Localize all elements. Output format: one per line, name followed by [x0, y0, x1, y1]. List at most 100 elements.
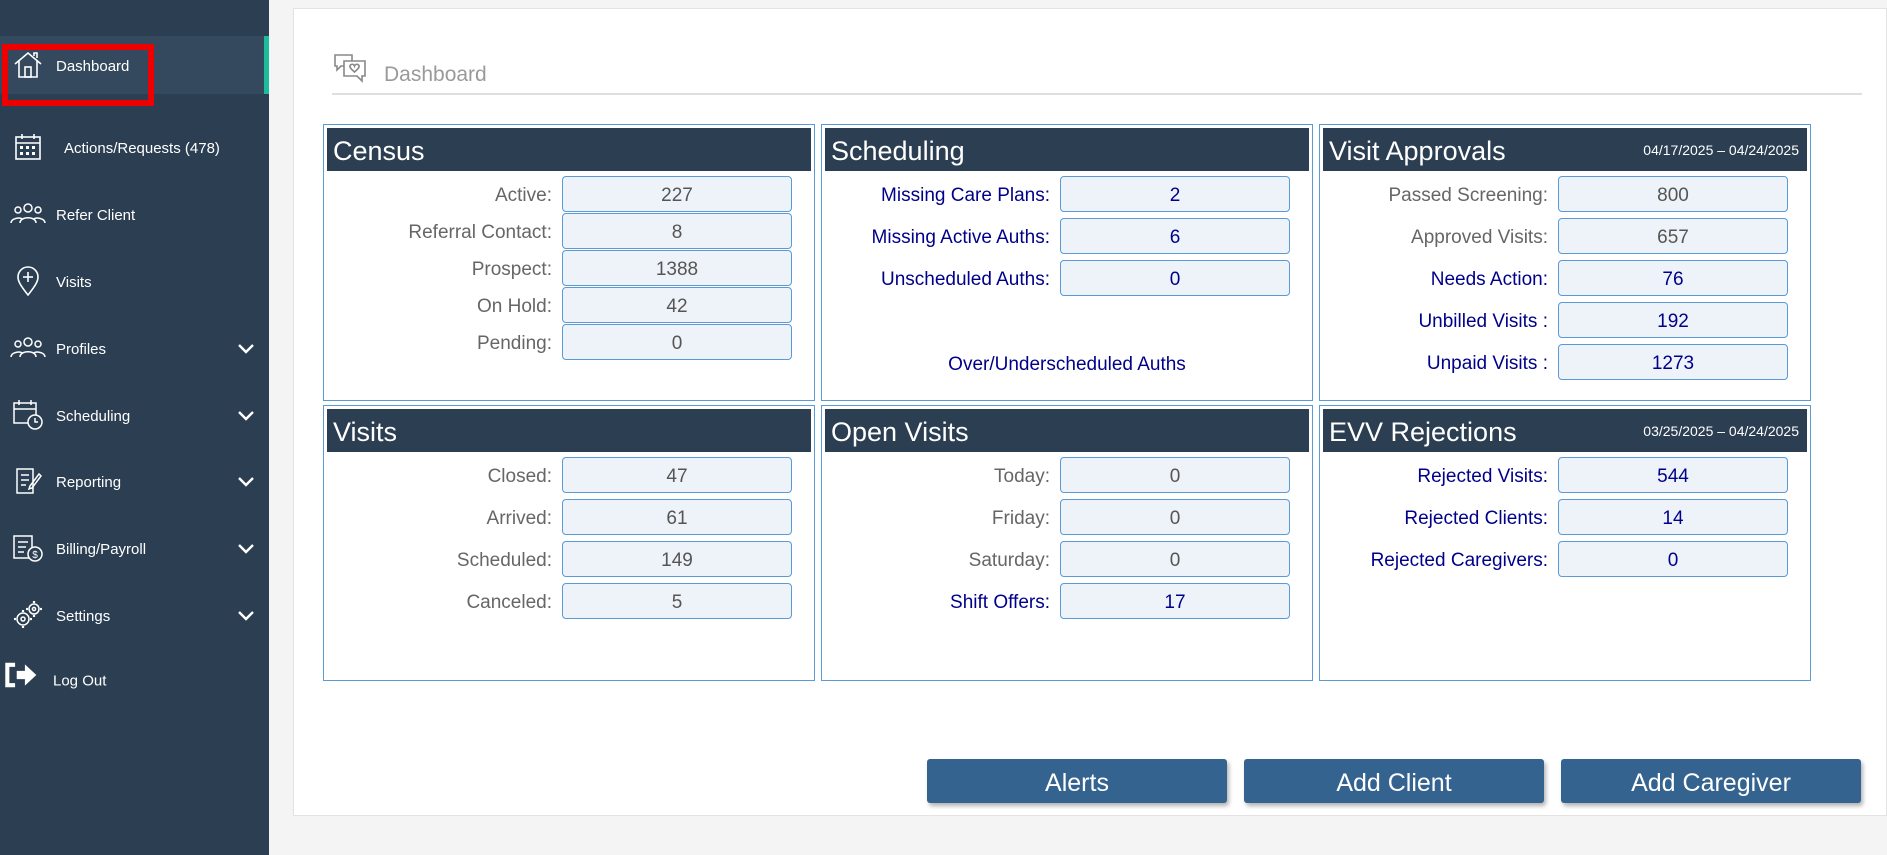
- row-value[interactable]: 14: [1558, 499, 1788, 535]
- row-value[interactable]: 192: [1558, 302, 1788, 338]
- card-title: Census: [333, 136, 425, 166]
- alerts-button[interactable]: Alerts: [927, 759, 1227, 803]
- row-label[interactable]: Missing Active Auths:: [871, 227, 1050, 248]
- row-label: Pending:: [476, 333, 552, 354]
- sidebar-item-label: Settings: [56, 608, 111, 626]
- sidebar-item-visits[interactable]: Visits: [0, 252, 269, 310]
- sidebar-item-log-out[interactable]: Log Out: [0, 646, 269, 704]
- visits-row-arrived: Arrived: 61: [324, 499, 814, 535]
- row-value[interactable]: 544: [1558, 457, 1788, 493]
- row-label: Active:: [494, 185, 552, 206]
- row-label[interactable]: Needs Action:: [1430, 269, 1548, 290]
- sidebar-item-reporting[interactable]: Reporting: [0, 452, 269, 510]
- visits-row-closed: Closed: 47: [324, 457, 814, 493]
- open-visits-row-shift-offers[interactable]: Shift Offers: 17: [822, 583, 1312, 619]
- add-caregiver-button[interactable]: Add Caregiver: [1561, 759, 1861, 803]
- scheduling-row-unscheduled-auths[interactable]: Unscheduled Auths: 0: [822, 260, 1312, 296]
- open-visits-row-today: Today: 0: [822, 457, 1312, 493]
- sidebar-item-settings[interactable]: Settings: [0, 586, 269, 644]
- sidebar-item-label: Scheduling: [56, 408, 131, 426]
- chevron-down-icon[interactable]: [237, 409, 255, 421]
- row-value[interactable]: 2: [1060, 176, 1290, 212]
- census-row-referral-contact: Referral Contact: 8: [324, 213, 814, 249]
- row-value[interactable]: 17: [1060, 583, 1290, 619]
- people-icon: [10, 198, 46, 230]
- row-label[interactable]: Unpaid Visits :: [1426, 353, 1548, 374]
- date-range: 03/25/2025 – 04/24/2025: [1643, 423, 1799, 439]
- row-value: 800: [1558, 176, 1788, 212]
- sidebar-item-profiles[interactable]: Profiles: [0, 319, 269, 377]
- chevron-down-icon[interactable]: [237, 542, 255, 554]
- row-value: 0: [1060, 457, 1290, 493]
- card-header: Visits: [327, 409, 811, 452]
- row-value[interactable]: 0: [1060, 260, 1290, 296]
- home-icon: [10, 49, 46, 81]
- row-value: 61: [562, 499, 792, 535]
- add-client-button[interactable]: Add Client: [1244, 759, 1544, 803]
- calendar-clock-icon: [10, 399, 46, 431]
- scheduling-row-missing-care-plans[interactable]: Missing Care Plans: 2: [822, 176, 1312, 212]
- approvals-row-unpaid-visits[interactable]: Unpaid Visits : 1273: [1320, 344, 1810, 380]
- census-row-active: Active: 227: [324, 176, 814, 212]
- row-value[interactable]: 6: [1060, 218, 1290, 254]
- visits-row-scheduled: Scheduled: 149: [324, 541, 814, 577]
- over-underscheduled-auths-link[interactable]: Over/Underscheduled Auths: [948, 354, 1186, 375]
- page-header: Dashboard: [332, 51, 1862, 95]
- card-title: Open Visits: [831, 417, 969, 447]
- row-label[interactable]: Shift Offers:: [950, 592, 1050, 613]
- row-value: 8: [562, 213, 792, 249]
- row-value: 5: [562, 583, 792, 619]
- scheduling-row-missing-active-auths[interactable]: Missing Active Auths: 6: [822, 218, 1312, 254]
- sidebar-item-label: Billing/Payroll: [56, 541, 147, 559]
- chevron-down-icon[interactable]: [237, 342, 255, 354]
- visits-card: Visits Closed: 47 Arrived: 61 Scheduled:…: [323, 405, 815, 681]
- calendar-icon: [10, 131, 46, 163]
- evv-row-rejected-caregivers[interactable]: Rejected Caregivers: 0: [1320, 541, 1810, 577]
- approvals-row-approved-visits: Approved Visits: 657: [1320, 218, 1810, 254]
- sidebar-item-label: Refer Client: [56, 207, 136, 225]
- sidebar-item-dashboard[interactable]: Dashboard: [0, 36, 269, 94]
- sidebar-item-actions-requests[interactable]: Actions/Requests (478): [0, 118, 269, 176]
- sidebar-item-scheduling[interactable]: Scheduling: [0, 386, 269, 444]
- scheduling-card: Scheduling Missing Care Plans: 2 Missing…: [821, 124, 1313, 401]
- row-label: Closed:: [487, 466, 552, 487]
- open-visits-card: Open Visits Today: 0 Friday: 0 Saturday:…: [821, 405, 1313, 681]
- row-label: Arrived:: [486, 508, 552, 529]
- chevron-down-icon[interactable]: [237, 475, 255, 487]
- visits-row-canceled: Canceled: 5: [324, 583, 814, 619]
- census-row-prospect: Prospect: 1388: [324, 250, 814, 286]
- row-value[interactable]: 76: [1558, 260, 1788, 296]
- row-value: 47: [562, 457, 792, 493]
- location-pin-icon: [10, 265, 46, 297]
- evv-row-rejected-clients[interactable]: Rejected Clients: 14: [1320, 499, 1810, 535]
- sidebar-item-label: Dashboard: [56, 58, 130, 76]
- row-value: 0: [1060, 499, 1290, 535]
- row-label[interactable]: Missing Care Plans:: [881, 185, 1050, 206]
- row-label: Saturday:: [968, 550, 1050, 571]
- chevron-down-icon[interactable]: [237, 609, 255, 621]
- card-header: Visit Approvals 04/17/2025 – 04/24/2025: [1323, 128, 1807, 171]
- visit-approvals-card: Visit Approvals 04/17/2025 – 04/24/2025 …: [1319, 124, 1811, 401]
- row-value[interactable]: 1273: [1558, 344, 1788, 380]
- sidebar-item-label: Reporting: [56, 474, 122, 492]
- row-label[interactable]: Rejected Visits:: [1417, 466, 1548, 487]
- row-label[interactable]: Rejected Clients:: [1404, 508, 1548, 529]
- row-label: Scheduled:: [456, 550, 552, 571]
- document-edit-icon: [10, 465, 46, 497]
- row-label: Prospect:: [471, 259, 552, 280]
- sidebar-item-billing-payroll[interactable]: $ Billing/Payroll: [0, 519, 269, 577]
- row-label[interactable]: Rejected Caregivers:: [1370, 550, 1548, 571]
- sidebar-item-refer-client[interactable]: Refer Client: [0, 185, 269, 243]
- row-label[interactable]: Unbilled Visits :: [1418, 311, 1548, 332]
- row-value: 0: [1060, 541, 1290, 577]
- census-card: Census Active: 227 Referral Contact: 8 P…: [323, 124, 815, 401]
- row-label[interactable]: Unscheduled Auths:: [880, 269, 1050, 290]
- open-visits-row-saturday: Saturday: 0: [822, 541, 1312, 577]
- approvals-row-needs-action[interactable]: Needs Action: 76: [1320, 260, 1810, 296]
- approvals-row-unbilled-visits[interactable]: Unbilled Visits : 192: [1320, 302, 1810, 338]
- evv-row-rejected-visits[interactable]: Rejected Visits: 544: [1320, 457, 1810, 493]
- row-value[interactable]: 0: [1558, 541, 1788, 577]
- logout-icon: [2, 659, 38, 691]
- card-title: Visits: [333, 417, 398, 447]
- svg-text:$: $: [32, 550, 38, 561]
